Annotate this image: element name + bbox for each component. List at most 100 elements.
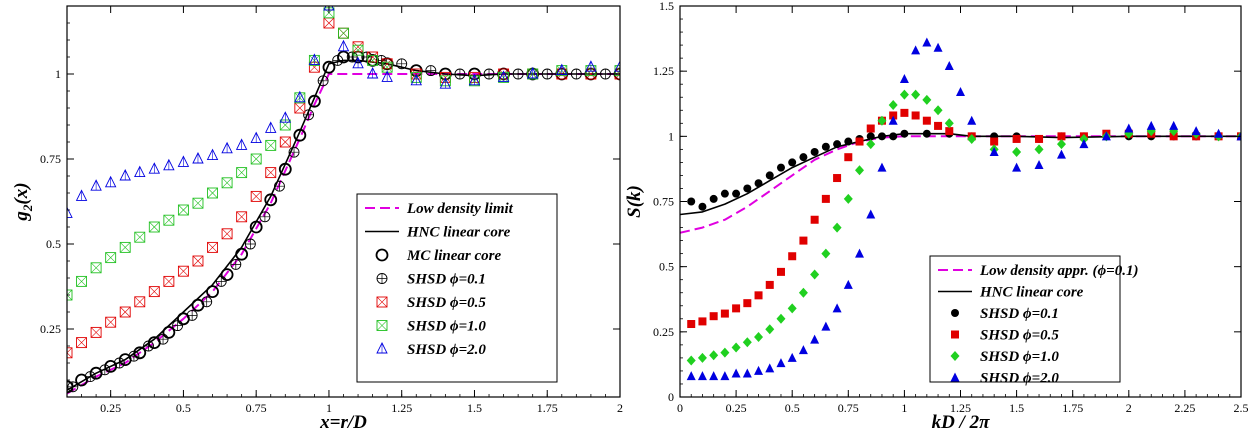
series-1-1-line: [67, 73, 620, 395]
data-point: [207, 187, 218, 199]
data-point: [765, 363, 775, 373]
data-point-cross: [105, 316, 116, 328]
panel-2: 0 0.25 0.5 0.75 1 1.25 1.5 1.75 2 2.25 2.5 0 0.25 0.5…: [624, 0, 1249, 431]
data-point: [933, 42, 943, 52]
legend-item: MC linear core: [375, 248, 502, 264]
data-point: [352, 44, 364, 56]
data-point: [105, 316, 117, 328]
data-point-cross: [119, 306, 131, 318]
legend-item: SHSD ϕ=0.5: [376, 295, 486, 311]
data-point-cross: [114, 358, 125, 368]
data-point: [911, 111, 920, 120]
data-point: [90, 262, 102, 274]
y-tick-label: 1.25: [653, 64, 674, 78]
data-point: [709, 312, 718, 321]
data-point: [192, 197, 204, 209]
data-point: [754, 179, 763, 188]
data-point: [810, 215, 819, 224]
x-tick-label: 0.25: [726, 401, 747, 415]
data-point: [1146, 126, 1156, 137]
data-point: [614, 60, 620, 72]
legend-label: SHSD ϕ=0.1: [407, 272, 486, 288]
data-point: [787, 303, 797, 314]
legend-marker: [375, 248, 389, 262]
data-point: [177, 204, 189, 216]
data-point-cross: [221, 177, 233, 189]
legend-label: HNC linear core: [979, 285, 1084, 301]
y-tick-label: 1: [668, 129, 674, 143]
data-point: [1214, 128, 1224, 138]
data-point: [821, 142, 830, 151]
data-point: [90, 326, 102, 338]
data-point: [798, 345, 808, 355]
data-point: [265, 167, 277, 179]
legend-item: SHSD ϕ=0.5: [951, 328, 1059, 344]
legend-marker: [951, 309, 959, 317]
data-point: [1034, 144, 1044, 155]
data-point: [765, 171, 774, 180]
data-point-cross: [361, 52, 372, 62]
data-point: [899, 89, 909, 100]
data-point: [206, 285, 219, 299]
data-point-cross: [274, 181, 285, 192]
data-point: [900, 108, 909, 117]
data-point: [888, 100, 898, 111]
y-tick-label: 1: [55, 67, 61, 81]
legend-label: SHSD ϕ=0.5: [980, 328, 1059, 344]
data-point: [1012, 162, 1022, 172]
data-point: [877, 132, 886, 141]
data-point: [1079, 139, 1089, 149]
data-point-cross: [250, 191, 262, 202]
x-tick-label: 2: [617, 401, 623, 415]
data-point-cross: [265, 140, 276, 151]
data-point-cross: [338, 27, 349, 39]
data-point: [1012, 134, 1021, 143]
data-point-cross: [163, 214, 175, 226]
data-point: [709, 194, 718, 203]
data-point-cross: [90, 262, 102, 274]
legend-marker-cross: [376, 296, 388, 308]
data-point-cross: [259, 211, 270, 222]
data-point-cross: [76, 276, 87, 287]
data-point: [221, 177, 233, 189]
data-point: [732, 304, 741, 313]
data-point: [119, 241, 131, 253]
legend-box: [356, 193, 558, 383]
data-point-cross: [236, 167, 247, 178]
data-point: [934, 121, 943, 130]
data-point: [1169, 126, 1179, 137]
legend-marker: [950, 372, 960, 382]
data-point-cross: [149, 286, 160, 297]
data-point: [236, 167, 248, 179]
data-point-cross: [221, 228, 233, 240]
data-point: [776, 358, 786, 368]
data-point: [833, 140, 842, 149]
data-point-cross: [614, 68, 620, 80]
y-tick-label: 0.75: [40, 152, 61, 166]
data-point: [76, 275, 88, 287]
legend-label: SHSD ϕ=2.0: [980, 371, 1059, 387]
data-point-cross: [119, 242, 131, 253]
data-point-cross: [178, 265, 189, 277]
data-point-cross: [236, 211, 247, 223]
data-point: [821, 321, 831, 331]
data-point: [899, 73, 909, 83]
data-point: [709, 371, 719, 381]
data-point-cross: [192, 255, 204, 267]
y-axis-label-sub: 2: [20, 204, 35, 212]
data-point-cross: [207, 242, 218, 253]
data-point: [765, 324, 775, 335]
data-point-cross: [158, 334, 169, 345]
series-2-3-markers: [687, 129, 1241, 211]
legend-marker: [951, 330, 959, 339]
legend-item: HNC linear core: [938, 285, 1084, 301]
data-point: [1057, 132, 1066, 141]
data-point-cross: [201, 296, 212, 307]
data-point: [877, 115, 887, 126]
data-point: [843, 279, 853, 289]
data-point: [922, 129, 931, 138]
data-point: [1035, 134, 1044, 143]
data-point: [265, 139, 277, 151]
series-1-4-markers: [67, 51, 611, 393]
data-point: [250, 190, 262, 202]
